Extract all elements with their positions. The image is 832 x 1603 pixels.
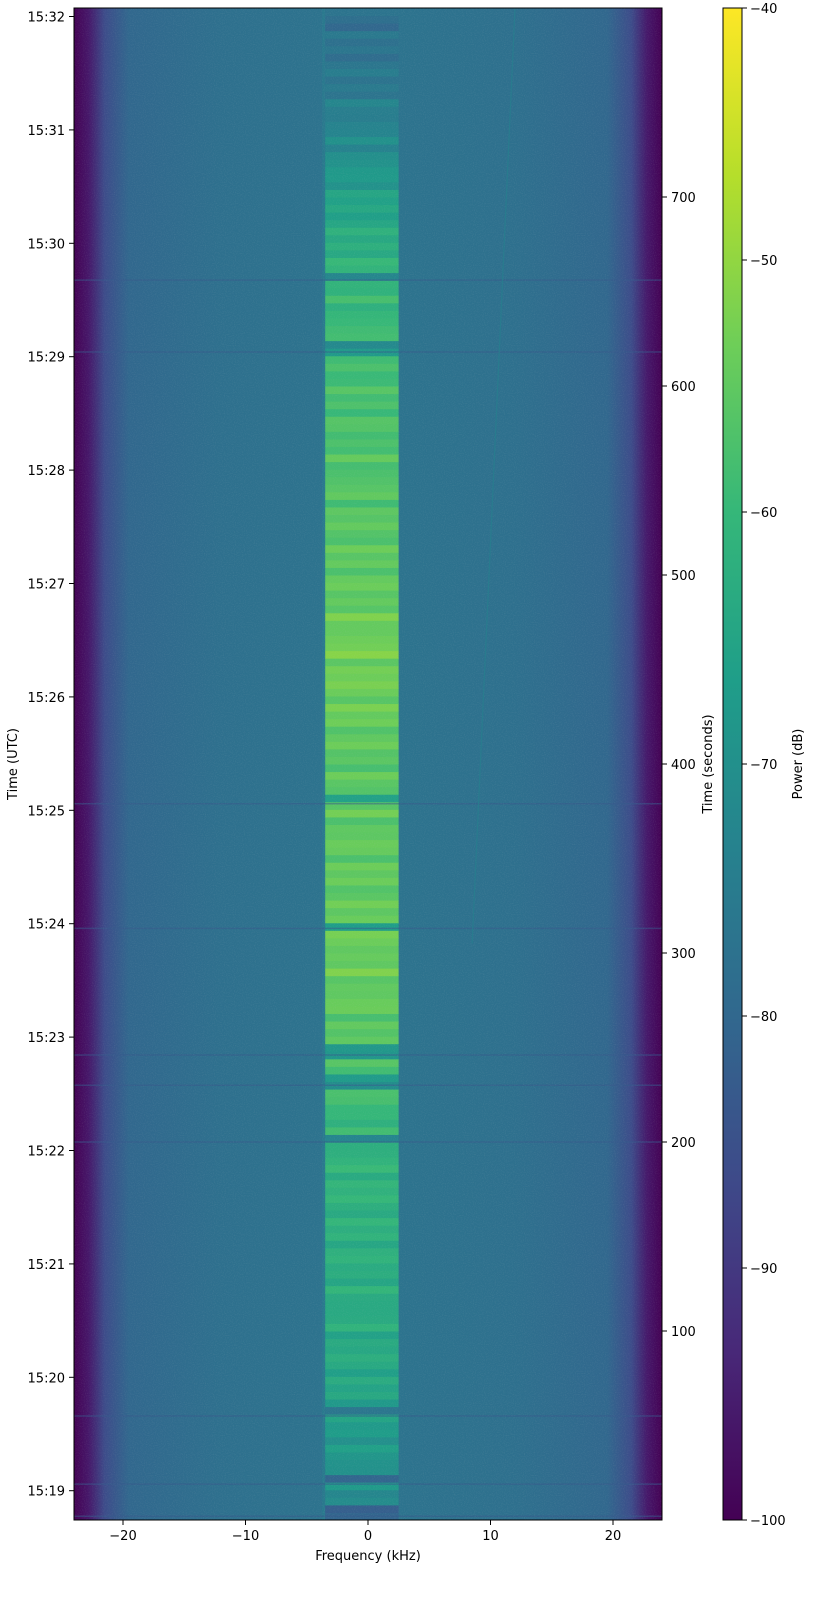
spectrogram-plot (74, 8, 662, 1520)
colorbar-tick-label: −80 (750, 1010, 777, 1025)
seconds-axis-label: Time (seconds) (701, 714, 716, 814)
colorbar-tick-label: −60 (750, 506, 777, 521)
x-axis-label: Frequency (kHz) (315, 1549, 421, 1564)
noise-texture (74, 8, 662, 1520)
x-tick-label: 20 (605, 1529, 622, 1544)
utc-tick-label: 15:19 (28, 1485, 65, 1500)
seconds-tick-label: 500 (671, 569, 696, 584)
utc-tick-label: 15:29 (28, 351, 65, 366)
seconds-tick-label: 600 (671, 380, 696, 395)
utc-axis-label: Time (UTC) (6, 728, 21, 801)
x-tick-label: 10 (482, 1529, 499, 1544)
utc-tick-label: 15:20 (28, 1371, 65, 1386)
colorbar-tick-label: −50 (750, 254, 777, 269)
seconds-tick-label: 300 (671, 947, 696, 962)
seconds-tick-label: 200 (671, 1136, 696, 1151)
utc-tick-label: 15:31 (28, 124, 65, 139)
utc-tick-label: 15:24 (28, 918, 65, 933)
colorbar-tick-label: −70 (750, 758, 777, 773)
utc-tick-label: 15:30 (28, 237, 65, 252)
seconds-axis-ticks: 100 200 300 400 500 600 700 (662, 191, 696, 1340)
utc-axis-ticks: 15:19 15:20 15:21 15:22 15:23 15:24 15:25 15:26… (28, 11, 74, 1500)
colorbar-label: Power (dB) (791, 729, 806, 800)
colorbar-tick-label: −100 (750, 1514, 786, 1529)
utc-tick-label: 15:28 (28, 464, 65, 479)
x-tick-label: −10 (232, 1529, 259, 1544)
utc-tick-label: 15:22 (28, 1145, 65, 1160)
colorbar-ticks: −40 −50 −60 −70 −80 −90 −100 (742, 2, 786, 1529)
x-axis-ticks: −20 −10 0 10 20 (109, 1520, 621, 1544)
utc-tick-label: 15:25 (28, 804, 65, 819)
utc-tick-label: 15:23 (28, 1031, 65, 1046)
utc-tick-label: 15:32 (28, 11, 65, 26)
seconds-tick-label: 100 (671, 1325, 696, 1340)
drifting-carrier-trace (471, 8, 516, 944)
utc-tick-label: 15:21 (28, 1258, 65, 1273)
utc-tick-label: 15:26 (28, 691, 65, 706)
x-tick-label: −20 (109, 1529, 136, 1544)
seconds-tick-label: 400 (671, 758, 696, 773)
utc-tick-label: 15:27 (28, 578, 65, 593)
x-tick-label: 0 (364, 1529, 372, 1544)
colorbar-tick-label: −40 (750, 2, 777, 17)
colorbar-tick-label: −90 (750, 1262, 777, 1277)
colorbar (722, 7, 743, 1521)
seconds-tick-label: 700 (671, 191, 696, 206)
